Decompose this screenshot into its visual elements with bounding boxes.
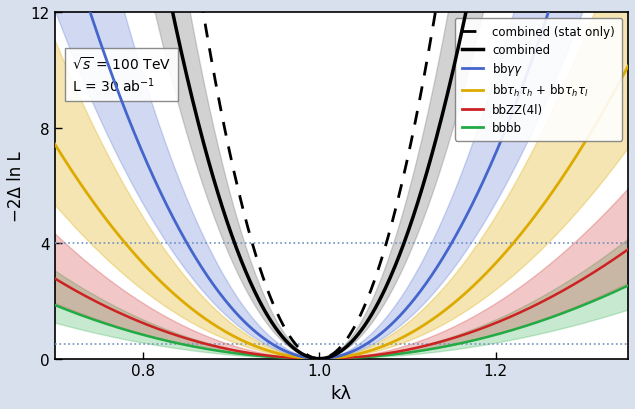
X-axis label: kλ: kλ	[331, 384, 352, 402]
Y-axis label: −2Δ ln L: −2Δ ln L	[7, 151, 25, 221]
Text: $\sqrt{s}$ = 100 TeV
L = 30 ab$^{-1}$: $\sqrt{s}$ = 100 TeV L = 30 ab$^{-1}$	[72, 56, 171, 94]
Legend: combined (stat only), combined, bb$\gamma\gamma$, bb$\tau_h\tau_h$ + bb$\tau_h\t: combined (stat only), combined, bb$\gamm…	[455, 19, 622, 142]
